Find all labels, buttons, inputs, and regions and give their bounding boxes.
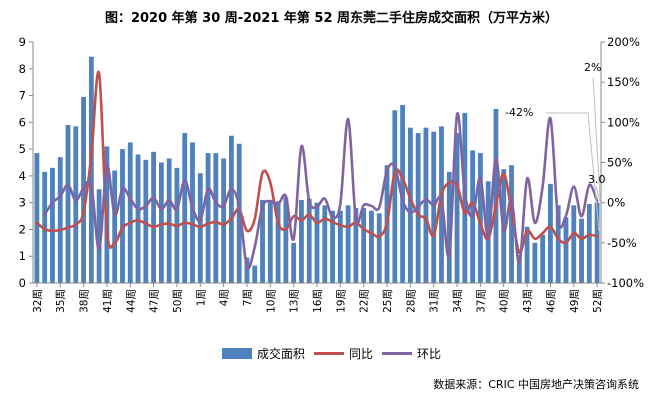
svg-text:25周: 25周 xyxy=(382,289,394,313)
svg-text:1周: 1周 xyxy=(195,289,207,306)
svg-text:41周: 41周 xyxy=(102,289,114,313)
svg-text:9: 9 xyxy=(19,35,26,49)
legend-item-area: 成交面积 xyxy=(221,345,305,362)
svg-text:35周: 35周 xyxy=(55,289,67,313)
svg-text:16周: 16周 xyxy=(312,289,324,313)
svg-text:38周: 38周 xyxy=(79,289,91,313)
svg-text:0%: 0% xyxy=(607,196,625,210)
chart-title: 图：2020 年第 30 周-2021 年第 52 周东莞二手住房成交面积（万平… xyxy=(104,11,559,26)
area-series-swatch xyxy=(221,348,252,359)
svg-text:3: 3 xyxy=(19,196,26,210)
svg-text:49周: 49周 xyxy=(569,289,581,313)
svg-text:31周: 31周 xyxy=(429,289,441,313)
svg-text:50%: 50% xyxy=(607,156,633,170)
svg-text:47周: 47周 xyxy=(149,289,161,313)
svg-text:100%: 100% xyxy=(607,115,640,129)
svg-text:2: 2 xyxy=(19,222,26,236)
svg-text:1: 1 xyxy=(19,249,26,263)
legend-yoy-label: 同比 xyxy=(348,347,373,361)
svg-text:-50%: -50% xyxy=(607,236,637,250)
svg-text:-100%: -100% xyxy=(607,276,644,290)
area-last-value-label: 3.0 xyxy=(588,173,606,186)
svg-text:200%: 200% xyxy=(607,35,640,49)
yoy-series-swatch xyxy=(313,352,344,355)
svg-text:40周: 40周 xyxy=(499,289,511,313)
legend-area-label: 成交面积 xyxy=(256,347,305,361)
wow-last-value-label: 2% xyxy=(584,61,602,74)
svg-text:22周: 22周 xyxy=(359,289,371,313)
chart-legend: 成交面积 同比 环比 xyxy=(0,345,663,362)
svg-text:0: 0 xyxy=(19,276,26,290)
svg-text:10周: 10周 xyxy=(265,289,277,313)
svg-text:46周: 46周 xyxy=(545,289,557,313)
svg-text:13周: 13周 xyxy=(289,289,301,313)
svg-text:19周: 19周 xyxy=(335,289,347,313)
svg-text:8: 8 xyxy=(19,62,26,76)
data-source-note: 数据来源：CRIC 中国房地产决策咨询系统 xyxy=(433,378,639,391)
svg-text:50周: 50周 xyxy=(172,289,184,313)
svg-text:37周: 37周 xyxy=(475,289,487,313)
svg-text:32周: 32周 xyxy=(32,289,44,313)
yoy-last-value-label: -42% xyxy=(505,106,534,119)
svg-text:44周: 44周 xyxy=(125,289,137,313)
svg-text:4周: 4周 xyxy=(219,289,231,306)
svg-text:28周: 28周 xyxy=(405,289,417,313)
svg-text:150%: 150% xyxy=(607,75,640,89)
svg-text:6: 6 xyxy=(19,115,26,129)
svg-text:7周: 7周 xyxy=(242,289,254,306)
legend-item-wow: 环比 xyxy=(382,345,441,362)
svg-text:7: 7 xyxy=(19,89,26,103)
svg-text:4: 4 xyxy=(19,169,26,183)
svg-text:34周: 34周 xyxy=(452,289,464,313)
legend-wow-label: 环比 xyxy=(417,347,442,361)
wow-series-swatch xyxy=(382,352,412,355)
svg-text:52周: 52周 xyxy=(592,289,604,313)
svg-text:43周: 43周 xyxy=(522,289,534,313)
legend-item-yoy: 同比 xyxy=(313,345,373,362)
svg-text:5: 5 xyxy=(19,142,26,156)
